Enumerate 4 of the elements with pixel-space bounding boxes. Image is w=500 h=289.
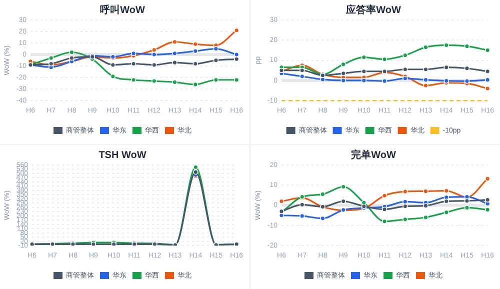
chart-title: 完单WoW <box>351 148 396 161</box>
chart-title: TSH WoW <box>98 150 147 161</box>
chart-title: 呼叫WoW <box>100 4 146 16</box>
chart-title: 应答率WoW <box>345 4 402 16</box>
